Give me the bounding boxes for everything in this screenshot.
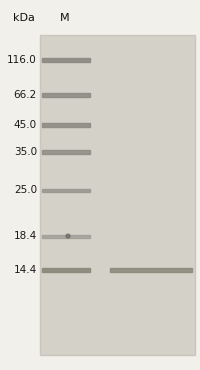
Text: 116.0: 116.0	[7, 55, 37, 65]
Text: 25.0: 25.0	[14, 185, 37, 195]
Circle shape	[66, 234, 70, 238]
Bar	[42, 93, 90, 97]
Bar	[42, 235, 90, 238]
Text: 45.0: 45.0	[14, 120, 37, 130]
Text: kDa: kDa	[13, 13, 35, 23]
Bar	[42, 123, 90, 127]
Bar	[42, 188, 90, 192]
Bar	[42, 37, 193, 353]
Bar	[42, 268, 90, 272]
Text: 14.4: 14.4	[14, 265, 37, 275]
Bar	[40, 35, 195, 355]
Text: 18.4: 18.4	[14, 231, 37, 241]
Bar	[41, 36, 194, 354]
Text: 66.2: 66.2	[14, 90, 37, 100]
Bar	[42, 58, 90, 62]
Text: M: M	[60, 13, 70, 23]
Bar	[110, 268, 192, 272]
Bar	[42, 150, 90, 154]
Text: 35.0: 35.0	[14, 147, 37, 157]
